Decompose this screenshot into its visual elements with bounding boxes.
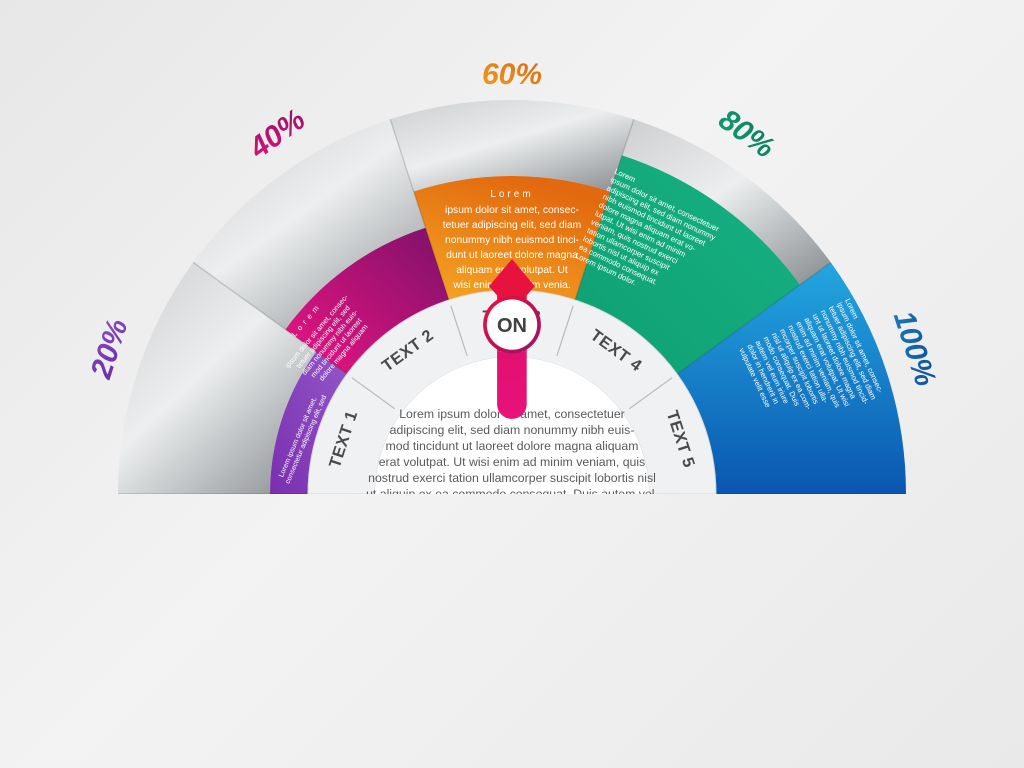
svg-text:nonummy nibh euismod tinci-: nonummy nibh euismod tinci- — [445, 235, 579, 246]
svg-text:ON: ON — [497, 315, 527, 337]
svg-text:ut aliquip ex ea commodo conse: ut aliquip ex ea commodo consequat. Duis… — [366, 487, 658, 501]
svg-text:erat volutpat. Ut wisi enim ad: erat volutpat. Ut wisi enim ad minim ven… — [379, 455, 646, 469]
svg-text:mod tincidunt ut laoreet dolor: mod tincidunt ut laoreet dolore magna al… — [386, 439, 639, 453]
svg-text:20%: 20% — [84, 315, 134, 383]
svg-text:40%: 40% — [243, 103, 312, 166]
svg-text:80%: 80% — [712, 103, 780, 165]
svg-text:ipsum dolor sit amet, cons: ipsum dolor sit amet, consec- — [445, 205, 579, 216]
svg-text:60%: 60% — [482, 58, 542, 91]
svg-text:100%: 100% — [887, 307, 942, 390]
svg-text:Lorem: Lorem — [490, 189, 533, 200]
svg-text:tetuer adipiscing elit, sed di: tetuer adipiscing elit, sed diam — [443, 220, 582, 231]
svg-text:adipiscing elit, sed diam nonu: adipiscing elit, sed diam nonummy nibh e… — [390, 423, 635, 437]
svg-text:nostrud exerci tation ullamcor: nostrud exerci tation ullamcorper suscip… — [368, 471, 656, 485]
